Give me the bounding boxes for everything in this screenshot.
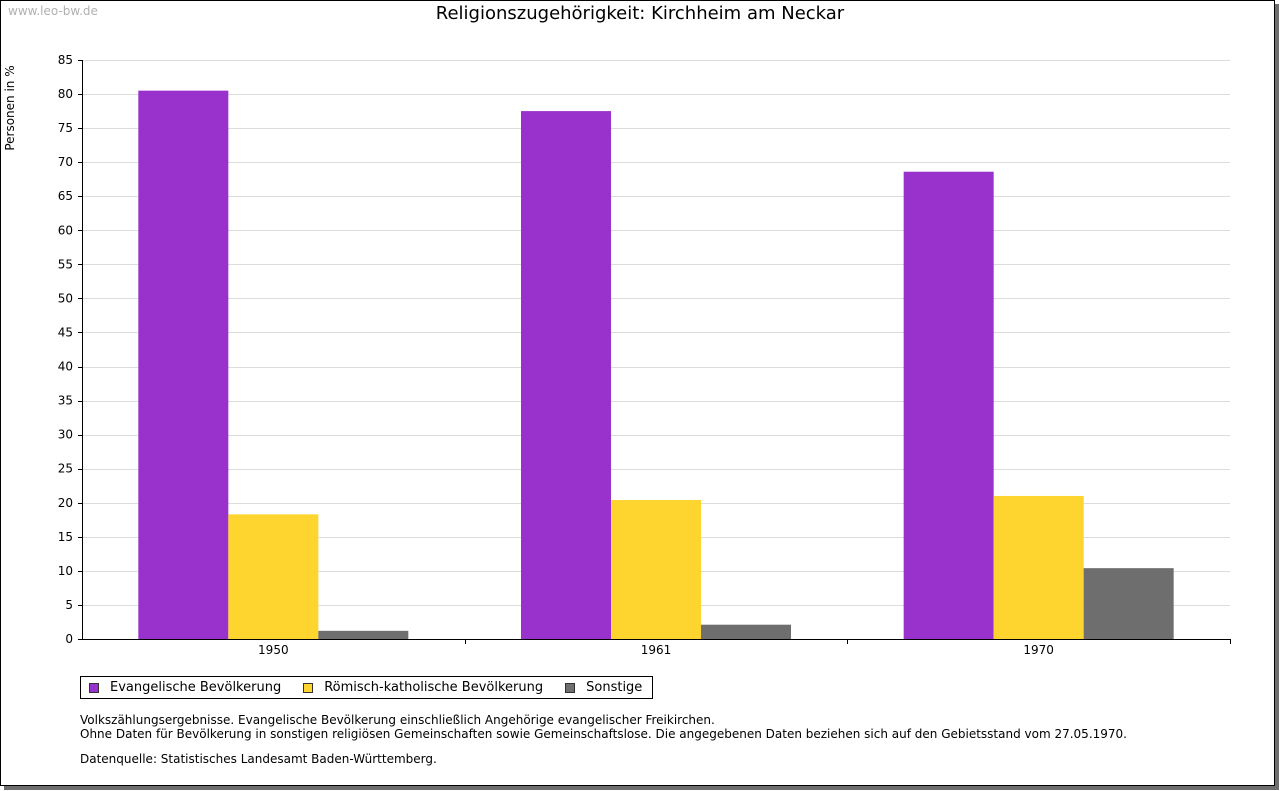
legend-swatch-katholisch [303, 682, 314, 693]
y-tick-label: 80 [58, 87, 73, 101]
y-tick-label: 85 [58, 53, 73, 67]
x-tick-labels: 1950 1961 1970 [258, 643, 1054, 657]
legend-swatch-evangelisch [89, 682, 99, 693]
bar-1961-2 [611, 500, 701, 639]
bar-1950-3 [318, 630, 409, 639]
bar-1950-1 [138, 90, 229, 639]
bar-1970-1 [903, 171, 994, 639]
data-source: Datenquelle: Statistisches Landesamt Bad… [80, 752, 437, 766]
y-tick-label: 10 [58, 564, 73, 578]
y-tick-label: 75 [58, 121, 73, 135]
watermark: www.leo-bw.de [8, 4, 98, 18]
note-line-1: Volkszählungsergebnisse. Evangelische Be… [80, 713, 715, 727]
bar-1970-2 [993, 495, 1084, 639]
y-tick-label: 65 [58, 189, 73, 203]
legend: Evangelische Bevölkerung Römisch-katholi… [80, 676, 654, 699]
y-tick-label: 30 [58, 428, 73, 442]
legend-item-evangelisch: Evangelische Bevölkerung [89, 680, 281, 695]
y-tick-label: 35 [58, 394, 73, 408]
y-tick-label: 50 [58, 291, 73, 305]
y-tick-labels: 0 5 10 15 20 25 30 35 40 45 50 55 60 65 70 75 80 85 [58, 53, 73, 646]
y-tick-label: 40 [58, 360, 73, 374]
y-tick-label: 70 [58, 155, 73, 169]
legend-item-sonstige: Sonstige [565, 680, 642, 695]
legend-label-sonstige: Sonstige [586, 680, 643, 695]
bar-1961-1 [521, 111, 611, 639]
x-tick-label: 1950 [258, 643, 289, 657]
y-tick-label: 60 [58, 223, 73, 237]
legend-item-katholisch: Römisch-katholische Bevölkerung [303, 680, 543, 695]
y-tick-label: 55 [58, 257, 73, 271]
y-tick-label: 0 [65, 632, 73, 646]
bars [138, 90, 1174, 639]
x-tick-label: 1961 [641, 643, 672, 657]
y-tick-label: 20 [58, 496, 73, 510]
chart-notes: Volkszählungsergebnisse. Evangelische Be… [80, 713, 1127, 741]
bar-1961-3 [701, 624, 791, 639]
y-tick-label: 25 [58, 462, 73, 476]
y-tick-label: 5 [65, 598, 73, 612]
note-line-2: Ohne Daten für Bevölkerung in sonstigen … [80, 727, 1127, 741]
chart-title: Religionszugehörigkeit: Kirchheim am Nec… [435, 3, 845, 24]
x-tick-label: 1970 [1023, 643, 1054, 657]
legend-swatch-sonstige [565, 682, 576, 693]
y-tick-label: 15 [58, 530, 73, 544]
legend-label-katholisch: Römisch-katholische Bevölkerung [324, 680, 544, 695]
bar-1950-2 [228, 514, 319, 639]
y-tick-label: 45 [58, 325, 73, 339]
bar-1970-3 [1083, 568, 1174, 639]
axes [78, 60, 1231, 644]
legend-label-evangelisch: Evangelische Bevölkerung [110, 680, 282, 695]
